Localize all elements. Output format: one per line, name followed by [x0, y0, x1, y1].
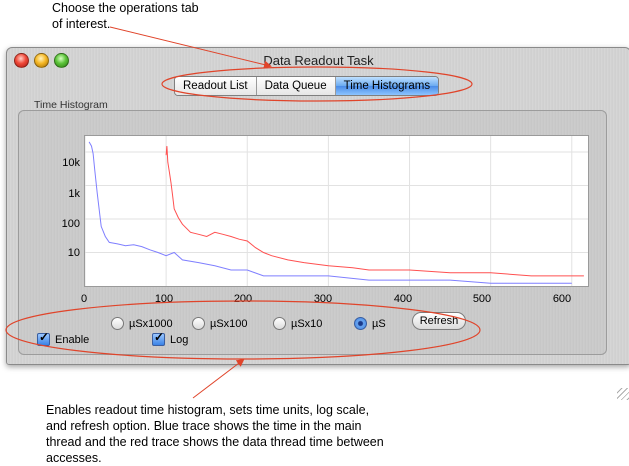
- histogram-plot: [84, 135, 589, 287]
- radio-label: µSx10: [291, 317, 323, 330]
- radio-units-usx100[interactable]: µSx100: [192, 317, 248, 330]
- data-thread-trace: [165, 146, 584, 277]
- log-checkbox[interactable]: Log: [152, 330, 189, 346]
- radio-dot: [273, 317, 286, 330]
- enable-label: Enable: [55, 333, 90, 346]
- x-tick-label: 300: [313, 293, 333, 305]
- tab-time-histograms[interactable]: Time Histograms: [335, 77, 439, 95]
- checkbox-checked-icon: [152, 330, 165, 346]
- tab-data-queue[interactable]: Data Queue: [256, 77, 336, 95]
- annotation-top: Choose the operations tab of interest.: [52, 1, 199, 31]
- y-tick-label: 10k: [62, 157, 80, 169]
- log-label: Log: [170, 333, 189, 346]
- y-tick-label: 1k: [68, 188, 80, 200]
- x-tick-label: 400: [393, 293, 413, 305]
- time-histogram-group-label: Time Histogram: [34, 99, 108, 111]
- resize-grip-icon[interactable]: [617, 388, 629, 400]
- refresh-button[interactable]: Refresh: [412, 312, 466, 330]
- radio-units-usx10[interactable]: µSx10: [273, 317, 322, 330]
- title-bar[interactable]: Data Readout Task: [7, 48, 629, 72]
- window-title: Data Readout Task: [263, 53, 374, 68]
- radio-dot: [111, 317, 124, 330]
- radio-dot: [192, 317, 205, 330]
- radio-label: µS: [372, 317, 386, 330]
- x-tick-label: 100: [154, 293, 174, 305]
- x-tick-label: 500: [472, 293, 492, 305]
- radio-label: µSx1000: [129, 317, 173, 330]
- y-tick-label: 100: [61, 218, 80, 230]
- radio-label: µSx100: [210, 317, 248, 330]
- checkbox-checked-icon: [37, 330, 50, 346]
- radio-units-usx1000[interactable]: µSx1000: [111, 317, 173, 330]
- histogram-chart: [84, 136, 588, 286]
- radio-dot-selected: [354, 317, 367, 330]
- radio-units-us[interactable]: µS: [354, 317, 386, 330]
- x-tick-label: 200: [233, 293, 253, 305]
- x-tick-label: 600: [552, 293, 572, 305]
- zoom-button[interactable]: [54, 53, 69, 68]
- bottom-annotation-arrow: [192, 358, 245, 399]
- close-button[interactable]: [14, 53, 29, 68]
- y-tick-label: 10: [67, 247, 80, 259]
- x-tick-label: 0: [80, 293, 88, 305]
- operations-tab-bar: Readout List Data Queue Time Histograms: [174, 76, 440, 96]
- tab-readout-list[interactable]: Readout List: [175, 77, 257, 95]
- main-thread-trace: [88, 141, 572, 284]
- minimize-button[interactable]: [34, 53, 49, 68]
- enable-checkbox[interactable]: Enable: [37, 330, 90, 346]
- annotation-bottom: Enables readout time histogram, sets tim…: [46, 403, 384, 465]
